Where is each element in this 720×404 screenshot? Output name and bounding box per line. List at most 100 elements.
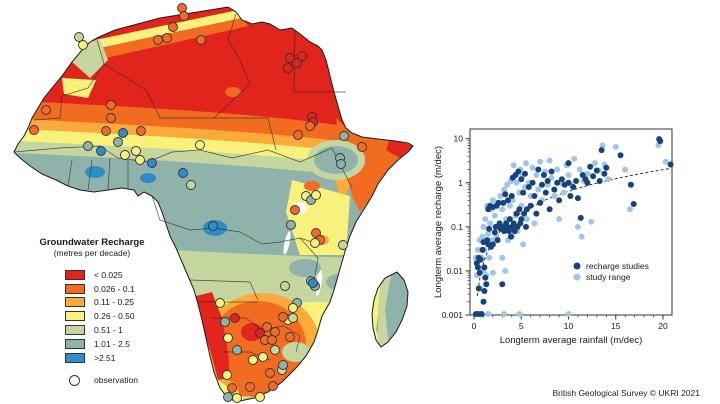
observation-point (255, 328, 265, 338)
data-point (501, 311, 508, 317)
data-point (626, 206, 633, 213)
chart-legend-marker (573, 262, 581, 270)
data-point (578, 233, 585, 240)
observation-point (245, 382, 255, 392)
observation-point (147, 158, 157, 168)
observation-point (29, 125, 39, 135)
legend-class-label: 1.01 - 2.5 (94, 338, 130, 349)
observation-point (311, 190, 321, 200)
map-legend-subtitle: (metres per decade) (53, 248, 131, 258)
observation-point (153, 35, 163, 45)
data-point (537, 199, 544, 206)
data-point (584, 170, 591, 177)
data-point (588, 218, 595, 225)
observation-point (285, 53, 295, 63)
data-point (501, 228, 508, 235)
country-borders (13, 13, 353, 361)
data-point (667, 161, 674, 168)
data-point (481, 288, 488, 294)
data-point (499, 281, 506, 288)
data-point (480, 298, 487, 305)
data-point (518, 216, 525, 223)
data-point (577, 214, 584, 221)
observation-point (265, 368, 275, 378)
data-point (574, 223, 581, 230)
observation-point (232, 393, 242, 403)
observation-points-layer (29, 3, 367, 403)
data-point (520, 189, 527, 196)
data-point (533, 210, 540, 217)
map-legend-title: Groundwater Recharge (39, 237, 145, 248)
data-point (505, 197, 511, 204)
chart-legend-marker (573, 273, 581, 281)
observation-point (106, 113, 116, 123)
data-point (662, 158, 669, 165)
y-tick-label: 1 (458, 178, 463, 188)
observation-point (288, 313, 298, 323)
observation-point (283, 63, 293, 73)
data-point (574, 195, 581, 202)
data-point (567, 193, 574, 199)
data-point (554, 166, 561, 173)
data-point (482, 216, 489, 223)
observation-point (186, 180, 196, 190)
data-point (476, 269, 483, 276)
data-point (480, 223, 487, 230)
observation-point (196, 35, 206, 45)
observation-point (120, 150, 130, 160)
observation-point (286, 220, 296, 230)
legend-class-label: 0.51 - 1 (94, 325, 123, 336)
map-legend-row: 0.26 - 0.50 (30, 309, 154, 323)
observation-point (215, 298, 225, 308)
data-point (590, 173, 597, 180)
observation-point (135, 155, 145, 165)
data-point (579, 172, 586, 178)
data-point (546, 206, 553, 213)
data-point (489, 269, 496, 276)
data-point (603, 164, 610, 171)
data-point (601, 170, 608, 177)
data-point (491, 229, 498, 236)
data-point (565, 311, 572, 317)
data-point (599, 142, 606, 149)
data-point (485, 230, 492, 237)
data-point (497, 193, 504, 199)
observation-point (267, 335, 277, 345)
data-point (527, 202, 534, 209)
observation-point (280, 281, 290, 291)
data-point (479, 246, 486, 253)
data-point (486, 225, 493, 232)
observation-point (285, 332, 295, 342)
observation-point (101, 126, 111, 136)
data-point (531, 220, 538, 227)
data-point (540, 172, 547, 178)
legend-swatch (65, 311, 85, 322)
observation-point (270, 345, 280, 355)
series-recharge-studies (472, 136, 674, 317)
x-tick-label: 5 (519, 321, 524, 331)
data-point (491, 212, 498, 219)
data-point (556, 216, 563, 223)
legend-class-label: 0.026 - 0.1 (94, 283, 135, 294)
data-point (513, 210, 520, 217)
data-point (521, 210, 528, 217)
observation-point (268, 381, 278, 391)
legend-swatch (65, 297, 85, 308)
x-tick-label: 15 (611, 321, 621, 331)
observation-point (220, 317, 230, 327)
observation-point (131, 146, 141, 156)
map-legend-row: 0.11 - 0.25 (30, 296, 154, 310)
data-point (473, 260, 480, 267)
observation-point (288, 303, 298, 313)
observation-point (232, 345, 242, 355)
data-point (548, 168, 555, 175)
legend-swatch (65, 283, 85, 294)
data-point (598, 147, 605, 154)
data-point (617, 152, 624, 159)
data-point (508, 193, 515, 199)
data-point (516, 206, 523, 213)
legend-swatch (65, 338, 85, 349)
data-point (544, 178, 551, 184)
data-point (495, 199, 502, 206)
